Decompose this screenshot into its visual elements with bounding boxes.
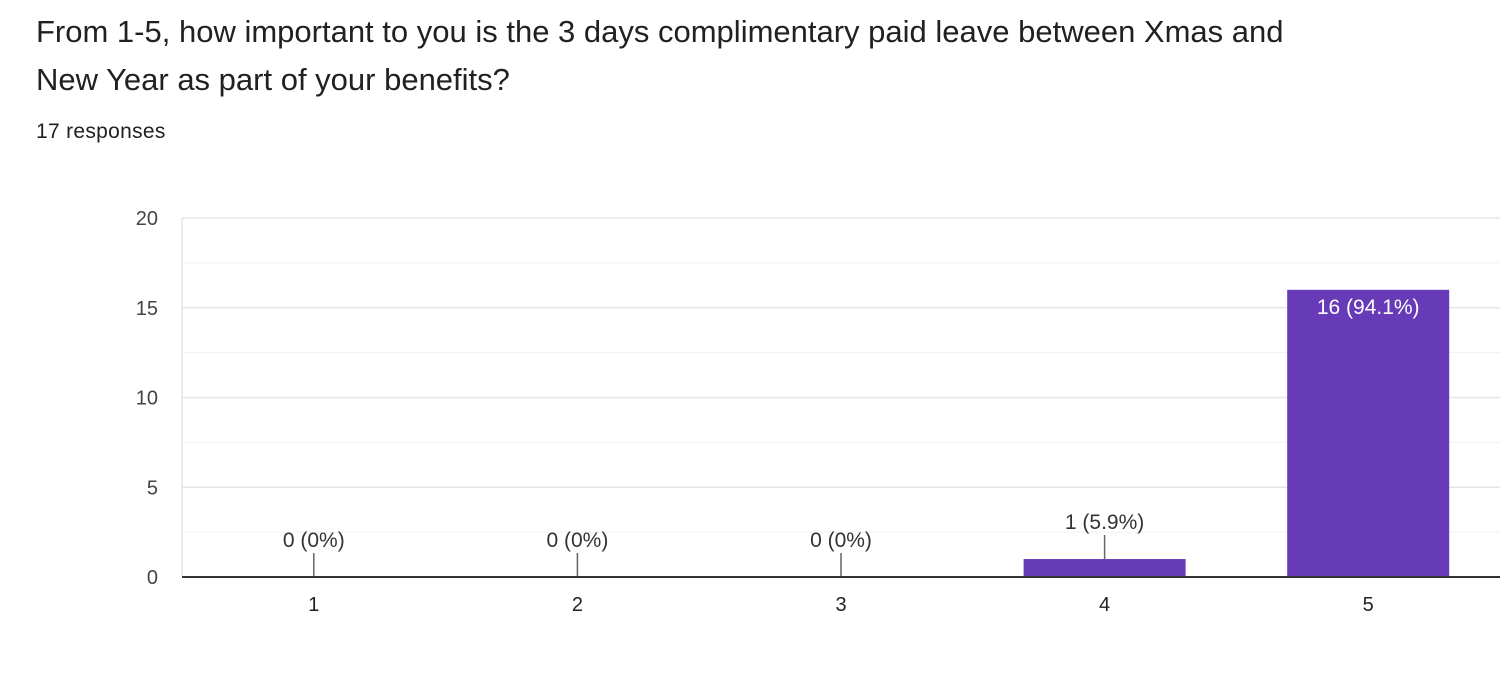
data-label: 0 (0%) [283,529,345,552]
question-line-1: From 1-5, how important to you is the 3 … [36,14,1284,49]
response-count: 17 responses [36,120,166,143]
bar [1023,559,1186,577]
y-tick-label: 10 [136,388,158,410]
y-tick-label: 15 [136,298,158,320]
question-title: From 1-5, how important to you is the 3 … [36,8,1416,104]
y-tick-label: 20 [136,208,158,230]
x-tick-label: 1 [308,594,319,616]
y-tick-label: 5 [147,477,158,499]
question-line-2: New Year as part of your benefits? [36,62,510,97]
x-tick-label: 5 [1363,594,1374,616]
x-tick-label: 2 [572,594,583,616]
x-tick-label: 4 [1099,594,1110,616]
data-label: 0 (0%) [810,529,872,552]
bar [1287,289,1450,577]
data-label: 16 (94.1%) [1317,296,1420,319]
data-label: 0 (0%) [546,529,608,552]
y-tick-label: 0 [147,567,158,589]
data-label: 1 (5.9%) [1065,511,1144,534]
x-tick-label: 3 [835,594,846,616]
